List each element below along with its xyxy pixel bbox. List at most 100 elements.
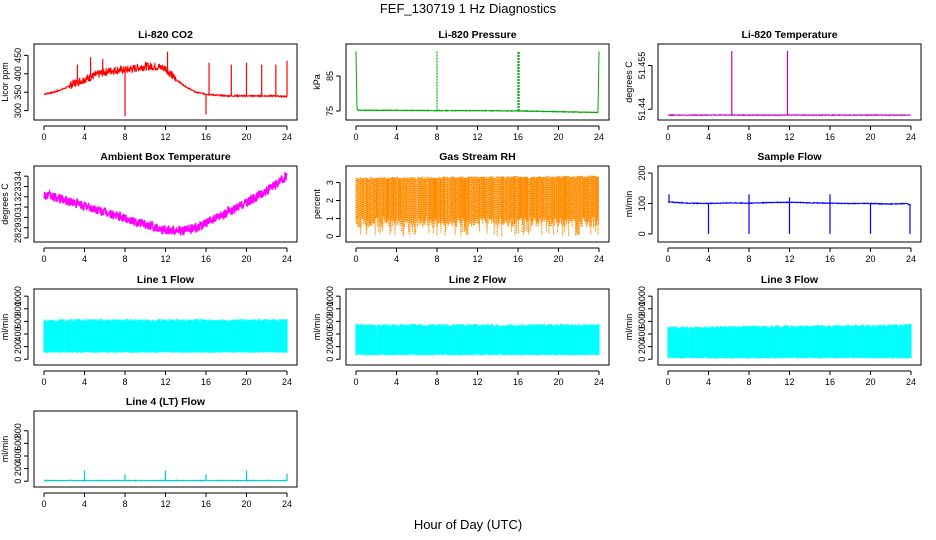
y-tick-label: 33 xyxy=(13,181,23,191)
x-tick-label: 24 xyxy=(282,254,292,264)
x-tick-label: 8 xyxy=(434,132,439,142)
x-tick-label: 12 xyxy=(472,132,482,142)
panel-title: Li-820 CO2 xyxy=(138,29,193,41)
y-tick-label: 85 xyxy=(325,71,335,81)
x-tick-label: 8 xyxy=(122,254,127,264)
x-tick-label: 4 xyxy=(82,377,87,387)
series xyxy=(355,51,600,114)
x-tick-label: 4 xyxy=(706,377,711,387)
x-tick-label: 12 xyxy=(160,132,170,142)
x-tick-label: 12 xyxy=(160,499,170,509)
panel-title: Li-820 Pressure xyxy=(438,29,516,41)
series-line xyxy=(43,60,288,99)
x-tick-label: 4 xyxy=(394,132,399,142)
x-tick-label: 24 xyxy=(594,254,604,264)
y-tick-label: 0 xyxy=(637,357,647,362)
x-axis: 0 4 8 12 16 20 24 xyxy=(665,370,916,387)
x-tick-label: 4 xyxy=(82,132,87,142)
y-tick-label: 32 xyxy=(13,192,23,202)
x-tick-label: 24 xyxy=(594,377,604,387)
x-tick-label: 20 xyxy=(241,132,251,142)
y-tick-label: 31 xyxy=(13,202,23,212)
plot-frame xyxy=(345,288,610,366)
x-tick-label: 8 xyxy=(434,377,439,387)
y-tick-label: 300 xyxy=(13,103,23,118)
y-axis-label: kPa xyxy=(312,74,322,90)
panel-8: Line 2 Flow 0 4 8 12 16 20 24 0 2004006008001000m… xyxy=(312,274,610,387)
y-tick-label: 2 xyxy=(325,198,335,203)
plot-frame xyxy=(345,165,610,243)
x-tick-label: 24 xyxy=(594,132,604,142)
x-tick-label: 0 xyxy=(353,377,358,387)
y-tick-label: 28 xyxy=(13,233,23,243)
x-tick-label: 12 xyxy=(160,254,170,264)
y-tick-label: 51.455 xyxy=(637,52,647,80)
x-tick-label: 12 xyxy=(472,254,482,264)
x-tick-label: 4 xyxy=(394,377,399,387)
panel-title: Sample Flow xyxy=(757,151,822,163)
y-tick-label: 51.44 xyxy=(637,98,647,121)
x-tick-label: 8 xyxy=(122,132,127,142)
x-tick-label: 24 xyxy=(906,254,916,264)
y-tick-label: 1 xyxy=(325,216,335,221)
y-axis-label: degrees C xyxy=(0,183,10,225)
x-axis: 0 4 8 12 16 20 24 xyxy=(353,125,604,142)
y-tick-label: 800 xyxy=(637,301,647,316)
series-line xyxy=(43,479,288,483)
flow-band xyxy=(355,323,600,356)
series xyxy=(667,194,912,234)
flow-band xyxy=(667,323,912,359)
x-tick-label: 4 xyxy=(706,254,711,264)
x-axis: 0 4 8 12 16 20 24 xyxy=(353,370,604,387)
panel-9: Line 3 Flow 0 4 8 12 16 20 24 0 2004006008001000m… xyxy=(624,274,922,387)
y-tick-label: 3 xyxy=(325,180,335,185)
x-tick-label: 20 xyxy=(553,377,563,387)
y-axis-label: Licor ppm xyxy=(0,62,10,102)
series xyxy=(355,323,600,356)
x-tick-label: 12 xyxy=(784,377,794,387)
y-tick-label: 1000 xyxy=(13,286,23,306)
x-tick-label: 20 xyxy=(865,132,875,142)
y-tick-label: 75 xyxy=(325,106,335,116)
y-tick-label: 600 xyxy=(13,436,23,451)
x-axis: 0 4 8 12 16 20 24 xyxy=(665,247,916,264)
x-tick-label: 0 xyxy=(665,132,670,142)
series xyxy=(355,175,600,237)
y-tick-label: 450 xyxy=(13,48,23,63)
panel-title: Line 2 Flow xyxy=(449,274,507,286)
x-tick-label: 0 xyxy=(41,254,46,264)
x-tick-label: 12 xyxy=(784,254,794,264)
y-tick-label: 200 xyxy=(637,339,647,354)
x-axis: 0 4 8 12 16 20 24 xyxy=(665,125,916,142)
x-axis: 0 4 8 12 16 20 24 xyxy=(41,125,292,142)
y-tick-label: 0 xyxy=(13,357,23,362)
y-tick-label: 600 xyxy=(325,314,335,329)
y-tick-label: 29 xyxy=(13,223,23,233)
series xyxy=(667,323,912,359)
y-tick-label: 600 xyxy=(13,314,23,329)
x-tick-label: 24 xyxy=(906,132,916,142)
x-tick-label: 12 xyxy=(472,377,482,387)
panel-title: Li-820 Temperature xyxy=(741,29,837,41)
x-tick-label: 8 xyxy=(122,499,127,509)
x-tick-label: 16 xyxy=(825,254,835,264)
panel-7: Line 1 Flow 0 4 8 12 16 20 24 0 2004006008001000m… xyxy=(0,274,298,387)
y-tick-label: 30 xyxy=(13,212,23,222)
y-axis-label: ml/min xyxy=(624,314,634,341)
x-tick-label: 8 xyxy=(746,254,751,264)
x-tick-label: 8 xyxy=(434,254,439,264)
x-tick-label: 0 xyxy=(353,254,358,264)
series xyxy=(667,50,912,117)
series-line xyxy=(355,51,600,114)
plot-frame xyxy=(33,288,298,366)
panel-title: Ambient Box Temperature xyxy=(100,151,231,163)
x-tick-label: 8 xyxy=(122,377,127,387)
series xyxy=(43,51,288,117)
x-axis: 0 4 8 12 16 20 24 xyxy=(41,247,292,264)
